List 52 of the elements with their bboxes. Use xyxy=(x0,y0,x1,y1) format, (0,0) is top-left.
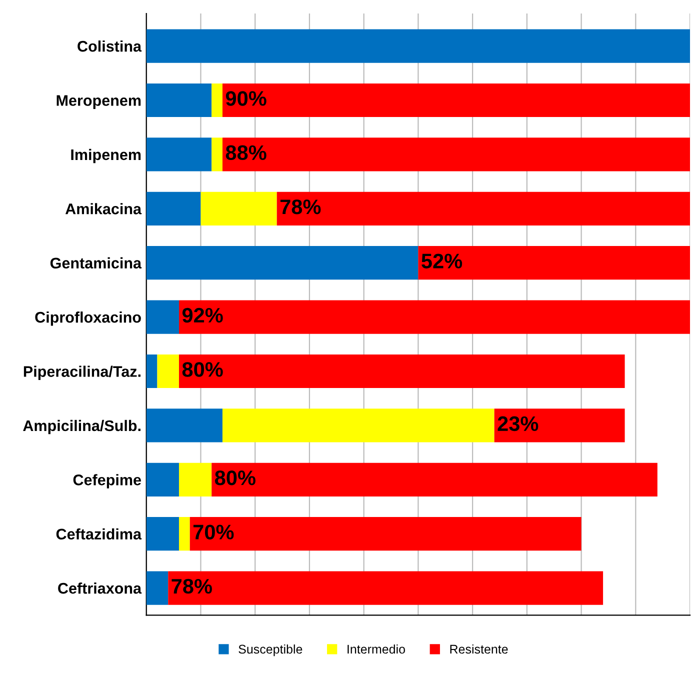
bar xyxy=(222,408,494,442)
y-tick-label: Amikacina xyxy=(65,203,142,214)
bar xyxy=(178,462,212,496)
y-tick-label: Ampicilina/Sulb. xyxy=(23,420,140,434)
bar xyxy=(200,192,277,226)
y-tick-label: Piperacilina/Taz. xyxy=(24,366,140,380)
y-tick-label: Ceftriaxona xyxy=(58,582,142,594)
annotation: 78% xyxy=(172,578,212,594)
bar xyxy=(146,354,158,388)
bar xyxy=(222,138,690,172)
annotation: 92% xyxy=(182,308,223,323)
bar xyxy=(157,354,179,388)
bar xyxy=(212,83,222,118)
y-tick-label: Ceftazidima xyxy=(56,528,142,540)
y-tick-label: Colistina xyxy=(78,40,142,52)
legend-label: Intermedio xyxy=(348,644,405,654)
annotation: 70% xyxy=(193,524,234,540)
bar xyxy=(146,462,179,496)
annotation: 78% xyxy=(280,199,321,214)
bar xyxy=(168,571,604,605)
bar xyxy=(494,408,625,442)
bar xyxy=(212,138,222,172)
annotation: 52% xyxy=(422,254,462,268)
annotation: 80% xyxy=(214,470,256,486)
annotation: 80% xyxy=(182,362,223,377)
bar xyxy=(146,192,201,226)
bar xyxy=(146,300,179,334)
bar xyxy=(178,517,190,551)
bar xyxy=(146,246,418,280)
bar xyxy=(212,462,658,496)
y-tick-label: Gentamicina xyxy=(50,257,142,269)
annotation: 88% xyxy=(226,145,266,160)
bar xyxy=(146,408,222,442)
y-tick-label: Imipenem xyxy=(71,148,141,164)
bar xyxy=(222,83,690,118)
y-tick-label: Meropenem xyxy=(56,95,141,109)
bar xyxy=(178,300,690,334)
bar xyxy=(146,83,212,118)
bar xyxy=(178,354,625,388)
bar xyxy=(146,571,168,605)
bar xyxy=(146,29,690,63)
annotation: 23% xyxy=(498,416,538,432)
legend-label: Susceptible xyxy=(238,644,302,656)
y-tick-label: Cefepime xyxy=(73,474,141,488)
bar xyxy=(190,517,582,551)
y-tick-label: Ciprofloxacino xyxy=(35,312,141,326)
legend-label: Resistente xyxy=(450,644,508,654)
bar xyxy=(276,192,690,226)
bar xyxy=(146,138,212,172)
annotation: 90% xyxy=(226,91,266,106)
bar xyxy=(418,246,690,280)
bar xyxy=(146,517,179,551)
